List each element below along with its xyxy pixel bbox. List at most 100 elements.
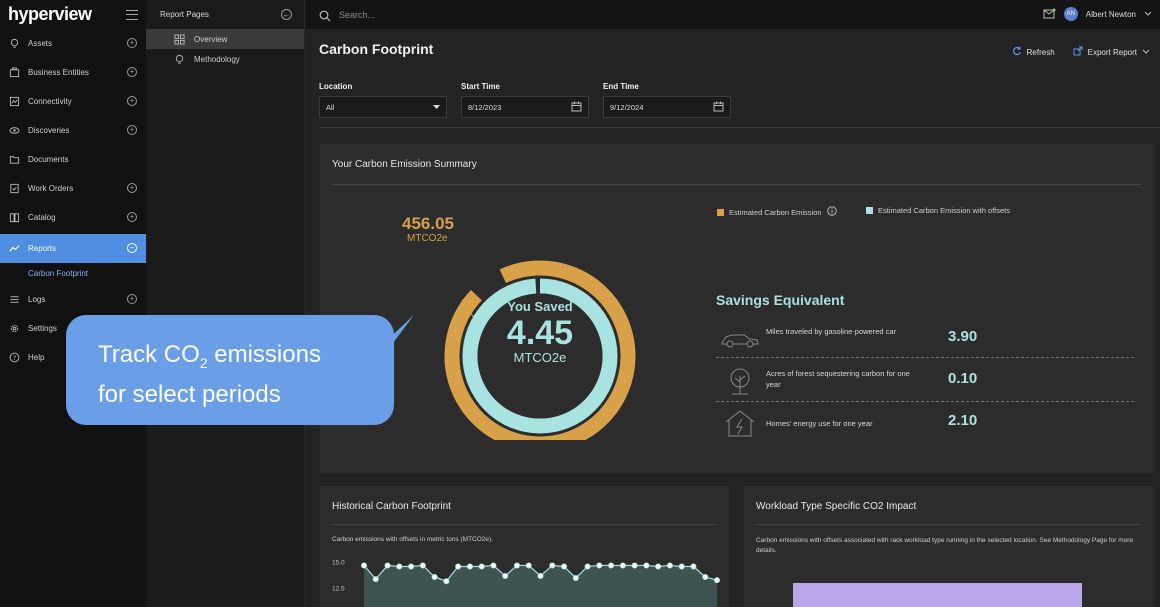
estimated-emission-ring [444,260,636,440]
data-point[interactable] [525,562,532,569]
nav-item-settings[interactable]: Settings [0,314,146,343]
data-point[interactable] [372,576,379,583]
data-point[interactable] [431,573,438,580]
page-item-label: Methodology [194,54,240,64]
legend-offsets: Estimated Carbon Emission with offsets [866,206,1010,215]
data-point[interactable] [678,563,685,570]
expand-icon[interactable]: + [127,183,137,193]
location-select[interactable]: All [319,96,447,118]
savings-row-homes: Homes' energy use for one year 2.10 [716,404,1134,442]
data-point[interactable] [666,562,673,569]
nav-item-work-orders[interactable]: Work Orders + [0,174,146,203]
data-point[interactable] [490,562,497,569]
expand-icon[interactable]: + [127,67,137,77]
savings-value: 0.10 [948,370,978,387]
nav-item-label: Logs [28,295,46,304]
data-point[interactable] [443,578,450,585]
data-point[interactable] [478,563,485,570]
chevron-down-icon [1142,48,1150,57]
nav-item-help[interactable]: ? Help [0,343,146,372]
y-tick-label: 15.0 [332,559,345,566]
card-title: Workload Type Specific CO2 Impact [756,501,917,512]
main-content: Carbon Footprint Refresh Export Report L… [305,29,1160,607]
nav-item-assets[interactable]: Assets + [0,29,146,58]
export-report-button[interactable]: Export Report [1073,46,1150,58]
data-point[interactable] [419,562,426,569]
data-point[interactable] [396,563,403,570]
data-point[interactable] [584,563,591,570]
data-point[interactable] [596,562,603,569]
data-point[interactable] [466,563,473,570]
data-point[interactable] [455,563,462,570]
nav-item-label: Business Entities [28,68,89,77]
data-point[interactable] [643,562,650,569]
data-point[interactable] [655,563,662,570]
historical-line-chart: 15.0 12.5 [332,559,720,607]
collapse-panel-icon[interactable]: ← [281,9,292,20]
menu-icon[interactable] [126,9,138,20]
nav-item-catalog[interactable]: Catalog + [0,203,146,232]
refresh-button[interactable]: Refresh [1012,46,1055,58]
nav-item-connectivity[interactable]: Connectivity + [0,87,146,116]
expand-icon[interactable]: + [127,125,137,135]
chart-subtitle: Carbon emissions with offsets in metric … [332,536,493,543]
data-point[interactable] [631,562,638,569]
calendar-icon[interactable] [713,101,724,114]
calendar-icon[interactable] [571,101,582,114]
nav-item-label: Catalog [28,213,56,222]
nav-item-discoveries[interactable]: Discoveries + [0,116,146,145]
data-point[interactable] [502,572,509,579]
expand-icon[interactable]: + [127,294,137,304]
collapse-icon[interactable]: − [127,243,137,253]
data-point[interactable] [608,562,615,569]
chart-icon [8,243,20,255]
nav-item-label: Connectivity [28,97,72,106]
data-point[interactable] [572,575,579,582]
expand-icon[interactable]: + [127,212,137,222]
user-name[interactable]: Albert Newton [1085,9,1136,19]
card-title: Your Carbon Emission Summary [332,159,477,170]
notification-icon[interactable] [1043,8,1056,21]
clipboard-icon [8,183,20,195]
savings-value: 2.10 [948,412,978,429]
page-item-methodology[interactable]: Methodology [146,49,304,69]
card-divider [756,524,1142,525]
data-point[interactable] [702,573,709,580]
data-point[interactable] [619,562,626,569]
nav-item-documents[interactable]: Documents [0,145,146,174]
data-point[interactable] [513,562,520,569]
nav-sub-item-carbon-footprint[interactable]: Carbon Footprint [28,269,89,278]
start-time-input[interactable]: 8/12/2023 [461,96,589,118]
expand-icon[interactable]: + [127,96,137,106]
end-time-input[interactable]: 9/12/2024 [603,96,731,118]
data-point[interactable] [537,572,544,579]
nav-item-logs[interactable]: Logs + [0,285,146,314]
svg-text:?: ? [12,354,15,362]
search-input[interactable] [339,9,639,20]
report-pages-panel: Report Pages ← Overview Methodology [146,0,305,607]
data-point[interactable] [690,563,697,570]
page-item-overview[interactable]: Overview [146,29,304,49]
data-point[interactable] [384,562,391,569]
savings-desc: Miles traveled by gasoline-powered car [766,327,897,336]
nav-item-reports[interactable]: Reports − [0,234,146,263]
tree-icon [720,366,754,396]
page-title: Carbon Footprint [319,41,434,57]
data-point[interactable] [713,577,720,584]
callout-line1-pre: Track CO [98,341,200,368]
chevron-down-icon[interactable] [1144,10,1152,19]
card-divider [332,524,717,525]
data-point[interactable] [361,562,368,569]
avatar[interactable]: AN [1063,7,1078,21]
estimated-value: 456.05 [402,214,454,233]
data-point[interactable] [561,563,568,570]
info-icon[interactable] [826,206,837,218]
nav-item-business-entities[interactable]: Business Entities + [0,58,146,87]
nav-item-label: Discoveries [28,126,70,135]
callout-pointer [384,315,414,355]
data-point[interactable] [549,562,556,569]
nav-item-label: Work Orders [28,184,74,193]
expand-icon[interactable]: + [127,38,137,48]
card-title: Historical Carbon Footprint [332,501,451,512]
data-point[interactable] [408,563,415,570]
